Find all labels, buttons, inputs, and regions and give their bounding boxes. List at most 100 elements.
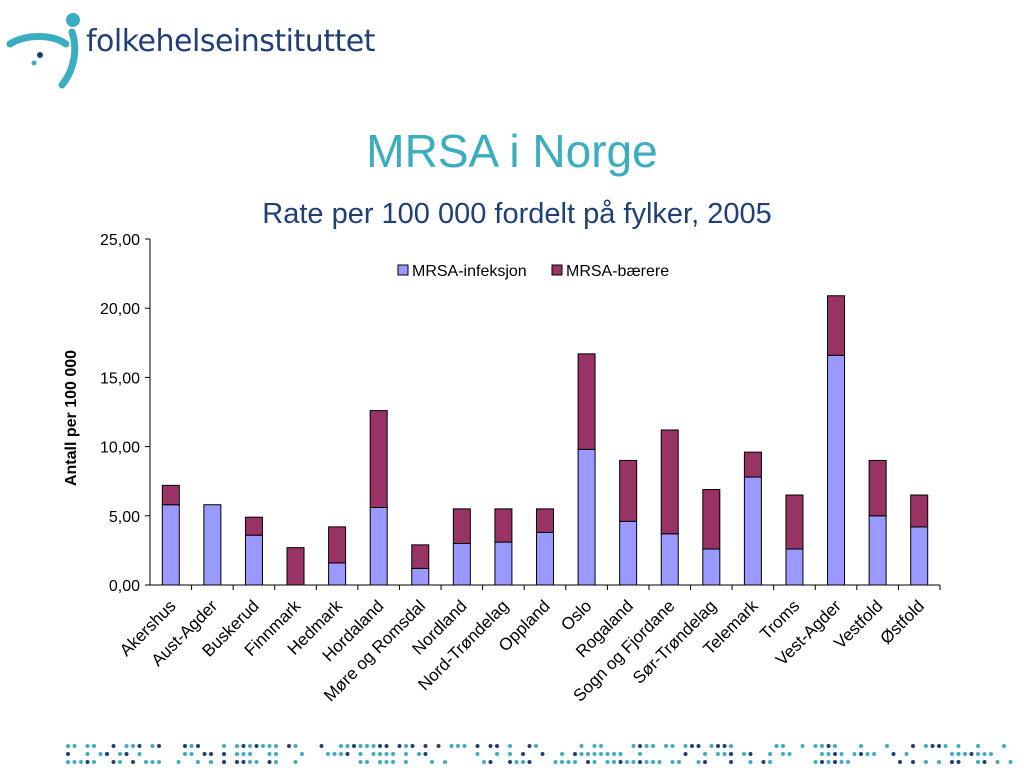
- footer-dot: [729, 744, 733, 748]
- footer-dot: [183, 744, 187, 748]
- footer-dot: [378, 760, 382, 764]
- footer-dot: [150, 744, 155, 748]
- legend-swatch: [397, 264, 409, 276]
- footer-dot: [196, 744, 200, 748]
- footer-dot: [404, 752, 408, 756]
- bar-infeksjon: [203, 504, 222, 586]
- footer-dot: [261, 744, 265, 748]
- footer-dot: [859, 752, 863, 756]
- footer-dot: [813, 744, 818, 748]
- footer-dot: [631, 760, 636, 764]
- footer-dot: [508, 760, 512, 764]
- footer-dot: [995, 760, 1000, 764]
- footer-dot: [852, 752, 857, 756]
- footer-dot: [937, 744, 941, 748]
- footer-dot: [560, 760, 564, 764]
- footer-dot: [514, 760, 519, 764]
- footer-dot: [696, 744, 701, 748]
- footer-dot: [423, 744, 428, 748]
- footer-dot: [911, 744, 915, 748]
- footer-dot: [105, 752, 109, 756]
- footer-dot: [612, 752, 616, 756]
- footer-dot: [534, 744, 538, 748]
- footer-dot: [209, 760, 213, 764]
- footer-dot: [521, 752, 525, 756]
- footer-dot: [92, 760, 96, 764]
- footer-dot: [397, 744, 402, 748]
- footer-dot: [241, 744, 246, 748]
- legend-swatch: [551, 264, 563, 276]
- footer-dot: [79, 760, 83, 764]
- footer-dot: [748, 760, 753, 764]
- footer-dot: [865, 752, 870, 756]
- footer-dot: [391, 760, 395, 764]
- footer-dot: [924, 744, 928, 748]
- footer-dot: [495, 752, 499, 756]
- footer-dot: [196, 760, 200, 764]
- footer-dot: [267, 744, 272, 748]
- footer-dot: [872, 752, 876, 756]
- y-tick-label: 10,00: [100, 440, 140, 457]
- footer-dot: [651, 744, 655, 748]
- logo-text: folkehelseinstituttet: [86, 24, 376, 59]
- footer-dot: [956, 744, 961, 748]
- footer-dot: [573, 752, 577, 756]
- footer-dot: [202, 752, 207, 756]
- footer-dot: [670, 744, 675, 748]
- footer-dot: [391, 752, 395, 756]
- y-tick-label: 20,00: [100, 301, 140, 318]
- footer-dot: [826, 752, 831, 756]
- footer-dot: [462, 744, 467, 748]
- footer-dot: [111, 744, 116, 748]
- footer-dot: [137, 744, 142, 748]
- footer-dot: [579, 752, 584, 756]
- footer-dot: [703, 760, 707, 764]
- footer-dot: [1008, 760, 1013, 764]
- footer-dot: [287, 744, 291, 748]
- footer-dot: [982, 760, 987, 764]
- footer-dot: [118, 760, 122, 764]
- footer-dot: [774, 744, 779, 748]
- footer-dot: [1002, 744, 1006, 748]
- footer-dot: [235, 744, 239, 748]
- footer-dot: [300, 752, 304, 756]
- footer-dot: [189, 744, 194, 748]
- footer-dot: [976, 760, 980, 764]
- footer-dot: [176, 760, 181, 764]
- footer-dot: [560, 752, 564, 756]
- bar-baerere: [868, 459, 887, 517]
- footer-dot: [787, 752, 792, 756]
- footer-dot: [384, 752, 389, 756]
- footer-dot: [456, 744, 460, 748]
- footer-dot: [254, 760, 259, 764]
- footer-dot: [826, 744, 831, 748]
- footer-dot: [430, 760, 434, 764]
- footer-dot: [241, 752, 246, 756]
- footer-dot: [72, 744, 77, 748]
- bar-baerere: [328, 526, 347, 564]
- bar-baerere: [827, 295, 846, 356]
- footer-dot: [131, 744, 135, 748]
- footer-dot: [605, 760, 610, 764]
- footer-dot: [833, 752, 837, 756]
- footer-dot: [66, 744, 70, 748]
- footer-dot: [508, 752, 512, 756]
- footer-dot: [605, 752, 610, 756]
- footer-dot: [859, 744, 863, 748]
- footer-dot: [345, 752, 350, 756]
- footer-dot: [358, 752, 363, 756]
- footer-dot: [820, 744, 824, 748]
- bar-baerere: [660, 429, 679, 535]
- footer-dot: [66, 760, 70, 764]
- footer-dot: [137, 752, 142, 756]
- footer-dot: [657, 760, 662, 764]
- footer-dot: [345, 744, 350, 748]
- footer-dot: [423, 752, 428, 756]
- footer-dot: [820, 760, 824, 764]
- footer-dot: [898, 760, 902, 764]
- footer-dot: [664, 744, 668, 748]
- footer-dot: [365, 760, 369, 764]
- footer-dot: [820, 752, 824, 756]
- footer-dot: [722, 752, 727, 756]
